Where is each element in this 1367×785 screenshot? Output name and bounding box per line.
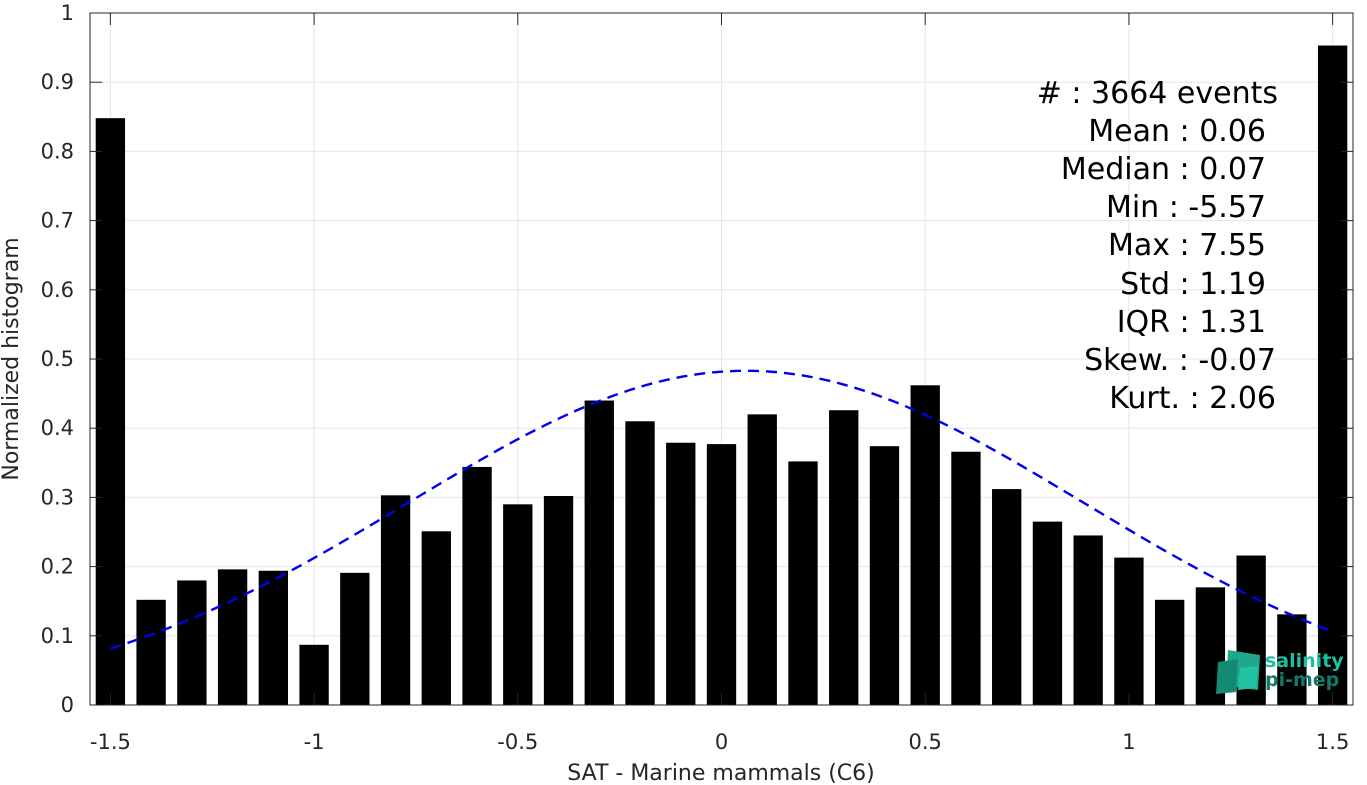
histogram-bar (706, 444, 737, 705)
x-tick-label: 0.5 (909, 730, 942, 754)
histogram-bar (1317, 45, 1348, 706)
y-tick-label: 0 (61, 693, 74, 717)
axis-ticks (90, 12, 1353, 706)
histogram-bar (462, 466, 492, 705)
histogram-bar (543, 496, 574, 705)
stat-kurtosis: Kurt. : 2.06 (1109, 381, 1276, 416)
logo-text-pimep: pi-mep (1265, 669, 1339, 691)
y-tick-label: 1 (61, 1, 74, 25)
histogram-bar (95, 118, 126, 705)
histogram-bar (1114, 557, 1144, 705)
cube-logo-icon (1216, 650, 1260, 694)
stat-std: Std : 1.19 (1120, 267, 1266, 302)
y-tick-label: 0.2 (41, 555, 74, 579)
y-tick-label: 0.8 (41, 139, 74, 163)
statistics-annotation: # : 3664 events Mean : 0.06 Median : 0.0… (1037, 76, 1278, 416)
stat-median: Median : 0.07 (1061, 152, 1266, 187)
histogram-bar (1277, 614, 1307, 705)
histogram-bar (1073, 535, 1103, 705)
histogram-bar (951, 451, 981, 705)
stat-max: Max : 7.55 (1108, 228, 1266, 263)
y-tick-label: 0.3 (41, 485, 74, 509)
histogram-bars (95, 45, 1348, 706)
stat-min: Min : -5.57 (1106, 190, 1266, 225)
stat-skewness: Skew. : -0.07 (1084, 343, 1276, 378)
histogram-bar (177, 580, 207, 705)
histogram-bar (380, 495, 411, 705)
x-axis-title: SAT - Marine mammals (C6) (567, 761, 875, 785)
histogram-bar (666, 442, 696, 705)
stat-iqr: IQR : 1.31 (1117, 305, 1266, 340)
histogram-bar (503, 504, 533, 705)
y-tick-labels: 0 0.1 0.2 0.3 0.4 0.5 0.6 0.7 0.8 0.9 1 (41, 1, 74, 717)
x-tick-labels: -1.5 -1 -0.5 0 0.5 1 1.5 (90, 730, 1349, 754)
y-tick-label: 0.5 (41, 347, 74, 371)
logo-text-salinity: salinity (1265, 650, 1344, 672)
y-tick-label: 0.9 (41, 70, 74, 94)
gaussian-fit-curve (110, 369, 1334, 650)
histogram-bar (584, 400, 614, 705)
histogram-bar (1032, 521, 1063, 705)
stat-mean: Mean : 0.06 (1088, 114, 1266, 149)
histogram-bar (788, 461, 818, 705)
y-axis-title: Normalized histogram (0, 237, 24, 480)
x-tick-label: -0.5 (497, 730, 538, 754)
histogram-bar (136, 599, 166, 705)
x-tick-label: -1 (304, 730, 325, 754)
histogram-bar (869, 446, 900, 705)
y-tick-label: 0.6 (41, 278, 74, 302)
histogram-bar (625, 421, 655, 705)
histogram-bar (1154, 599, 1185, 705)
x-tick-label: -1.5 (90, 730, 131, 754)
histogram-bar (747, 414, 777, 705)
y-tick-label: 0.7 (41, 209, 74, 233)
stat-events: # : 3664 events (1037, 76, 1278, 111)
histogram-bar (340, 572, 370, 705)
x-tick-label: 1.5 (1316, 730, 1349, 754)
histogram-bar (992, 489, 1022, 705)
histogram-bar (421, 531, 451, 705)
y-tick-label: 0.4 (41, 416, 74, 440)
x-tick-label: 1 (1122, 730, 1135, 754)
y-tick-label: 0.1 (41, 624, 74, 648)
histogram-bar (829, 410, 859, 705)
histogram-bar (217, 569, 248, 705)
histogram-bar (910, 385, 940, 705)
histogram-bar (258, 570, 289, 705)
salinity-pimep-logo: salinity pi-mep (1216, 650, 1344, 694)
x-tick-label: 0 (715, 730, 728, 754)
